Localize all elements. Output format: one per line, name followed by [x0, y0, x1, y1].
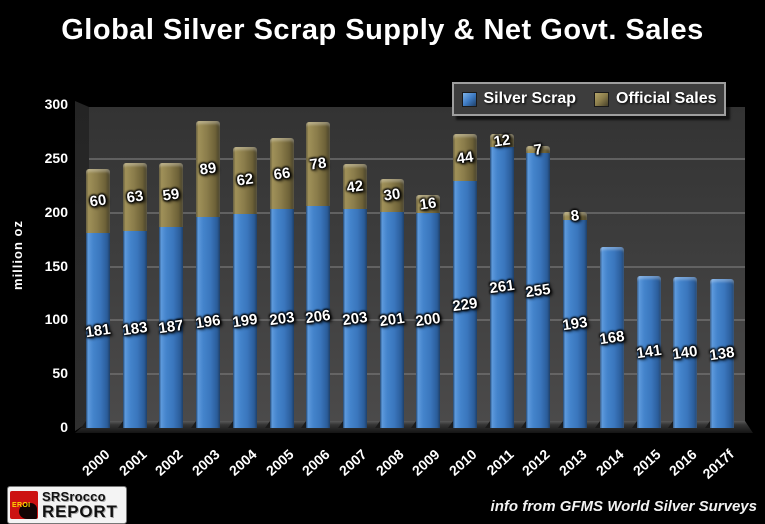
bar-silver-scrap-2017f	[709, 279, 734, 428]
label-silver-scrap-2015: 141	[634, 341, 663, 363]
bar-official-sales-2005	[269, 138, 294, 210]
bar-silver-scrap-2005	[269, 209, 294, 428]
source-credit: info from GFMS World Silver Surveys	[490, 498, 757, 515]
label-silver-scrap-2007: 203	[341, 308, 369, 329]
label-official-sales-2004: 62	[235, 170, 255, 190]
bar-official-sales-2004	[232, 146, 257, 214]
label-silver-scrap-2004: 199	[231, 310, 259, 332]
bar-silver-scrap-2014	[599, 247, 624, 428]
label-silver-scrap-2006: 206	[304, 306, 332, 328]
bar-silver-scrap-2013	[563, 220, 588, 428]
label-official-sales-2005: 66	[272, 164, 291, 184]
legend-item-silver-scrap: Silver Scrap	[461, 90, 577, 108]
label-silver-scrap-2013: 193	[561, 313, 589, 335]
logo-line2: REPORT	[42, 502, 118, 521]
label-silver-scrap-2017f: 138	[708, 343, 736, 364]
label-silver-scrap-2010: 229	[451, 294, 479, 315]
eroi-logo-icon: EROI	[10, 491, 38, 519]
y-tick-0: 0	[60, 419, 68, 435]
legend-marker-icon	[594, 91, 609, 107]
bar-silver-scrap-2006	[306, 206, 331, 428]
label-official-sales-2003: 89	[198, 159, 218, 179]
legend-item-official-sales: Official Sales	[594, 90, 717, 108]
bar-official-sales-2011	[489, 134, 514, 147]
label-official-sales-2007: 42	[345, 177, 365, 197]
label-silver-scrap-2016: 140	[671, 342, 699, 363]
legend: Silver Scrap Official Sales	[452, 82, 726, 116]
label-official-sales-2008: 30	[382, 185, 402, 206]
y-tick-100: 100	[44, 311, 68, 328]
legend-label: Silver Scrap	[483, 90, 577, 107]
label-official-sales-2000: 60	[88, 191, 108, 211]
gridline-250	[89, 157, 745, 160]
bar-silver-scrap-2001	[122, 230, 147, 428]
bar-official-sales-2006	[306, 122, 331, 207]
bar-official-sales-2003	[196, 121, 221, 217]
legend-marker-icon	[461, 91, 477, 107]
label-silver-scrap-2000: 181	[84, 320, 112, 341]
y-tick-50: 50	[52, 365, 68, 382]
bar-official-sales-2008	[379, 179, 404, 212]
bar-silver-scrap-2007	[342, 209, 367, 428]
chart-title: Global Silver Scrap Supply & Net Govt. S…	[61, 14, 704, 46]
bar-silver-scrap-2015	[636, 276, 661, 428]
srsrocco-report-logo: EROI SRSrocco REPORT	[7, 486, 127, 524]
y-tick-200: 200	[44, 203, 68, 220]
bar-silver-scrap-2011	[489, 146, 514, 428]
y-tick-150: 150	[44, 257, 68, 274]
bar-official-sales-2009	[416, 195, 441, 213]
label-silver-scrap-2008: 201	[378, 309, 406, 330]
label-official-sales-2002: 59	[161, 185, 181, 205]
bar-silver-scrap-2010	[453, 181, 477, 428]
bar-silver-scrap-2004	[232, 213, 257, 428]
label-official-sales-2011: 12	[492, 130, 512, 151]
bar-official-sales-2007	[342, 164, 367, 210]
bar-official-sales-2001	[122, 163, 147, 231]
bar-official-sales-2000	[86, 168, 110, 234]
bar-silver-scrap-2008	[379, 211, 404, 428]
bar-silver-scrap-2003	[196, 216, 221, 428]
bar-official-sales-2013	[563, 211, 588, 221]
y-axis-title: million oz	[10, 220, 25, 290]
label-silver-scrap-2014: 168	[598, 327, 626, 348]
y-tick-250: 250	[44, 149, 68, 166]
bar-silver-scrap-2002	[159, 226, 184, 428]
bar-official-sales-2002	[159, 163, 184, 227]
label-official-sales-2010: 44	[455, 148, 475, 168]
label-official-sales-2009: 16	[418, 194, 438, 214]
bar-silver-scrap-2012	[526, 153, 551, 428]
label-official-sales-2006: 78	[308, 154, 328, 174]
bar-silver-scrap-2000	[86, 233, 110, 428]
label-silver-scrap-2012: 255	[524, 280, 552, 301]
y-tick-300: 300	[44, 96, 68, 112]
label-silver-scrap-2005: 203	[267, 308, 296, 329]
bar-official-sales-2012	[526, 145, 551, 154]
logo-line1: SRSrocco	[42, 489, 106, 504]
legend-label: Official Sales	[616, 90, 717, 107]
eroi-logo-text: EROI	[12, 501, 31, 509]
bar-silver-scrap-2016	[673, 277, 698, 428]
plot-side-wall	[75, 101, 89, 431]
bar-official-sales-2010	[453, 134, 477, 182]
bar-silver-scrap-2009	[416, 212, 441, 428]
label-official-sales-2001: 63	[125, 187, 145, 207]
